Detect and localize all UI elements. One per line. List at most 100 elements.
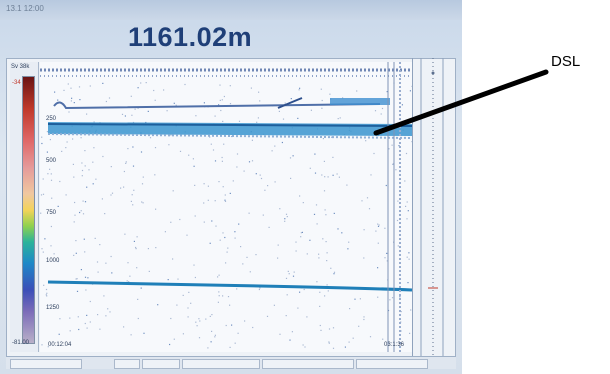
- noise-dot: [47, 346, 49, 348]
- noise-dot: [133, 240, 135, 242]
- noise-dot: [222, 186, 224, 188]
- noise-dot: [231, 135, 233, 138]
- noise-dot: [80, 137, 82, 139]
- noise-dot: [240, 246, 242, 248]
- noise-dot: [279, 208, 281, 210]
- noise-dot: [86, 327, 88, 329]
- noise-dot: [324, 295, 326, 297]
- seabed-echo: [47, 280, 412, 292]
- noise-dot: [320, 329, 322, 331]
- noise-dot: [66, 141, 68, 143]
- noise-dot: [44, 238, 46, 240]
- noise-dot: [169, 343, 171, 346]
- noise-dot: [304, 346, 306, 348]
- noise-dot: [79, 211, 81, 214]
- noise-dot: [298, 89, 300, 91]
- noise-dot: [58, 333, 60, 335]
- noise-dot: [234, 342, 236, 344]
- noise-dot: [354, 298, 356, 300]
- noise-dot: [237, 332, 239, 334]
- echogram-graphic: [40, 62, 412, 352]
- noise-dot: [93, 121, 95, 123]
- noise-dot: [243, 170, 245, 172]
- noise-dot: [404, 180, 406, 182]
- noise-dot: [84, 201, 87, 203]
- depth-tick-1250: 1250: [46, 305, 60, 311]
- noise-dot: [137, 317, 139, 320]
- noise-dot: [88, 169, 90, 171]
- noise-dot: [68, 111, 70, 113]
- noise-dot: [267, 185, 269, 187]
- noise-dot: [141, 183, 144, 185]
- noise-dot: [42, 178, 44, 180]
- noise-dot: [264, 189, 266, 191]
- noise-dot: [105, 262, 107, 264]
- noise-dot: [126, 280, 128, 282]
- noise-dot: [147, 110, 149, 112]
- noise-dot: [57, 99, 59, 101]
- noise-dot: [175, 104, 177, 106]
- noise-dot: [61, 150, 63, 152]
- noise-dot: [377, 267, 379, 269]
- noise-dot: [244, 320, 246, 322]
- noise-dot: [365, 140, 367, 142]
- noise-dot: [225, 262, 227, 264]
- dsl-core-line: [47, 123, 412, 127]
- noise-dot: [257, 117, 259, 119]
- noise-dot: [78, 86, 81, 88]
- noise-dot: [203, 102, 205, 104]
- noise-dot: [96, 261, 99, 263]
- noise-dot: [218, 295, 220, 297]
- noise-dot: [219, 239, 221, 241]
- noise-dot: [386, 252, 388, 254]
- noise-dot: [84, 251, 86, 253]
- noise-dot: [361, 200, 363, 202]
- noise-dot: [76, 290, 79, 292]
- noise-dot: [195, 321, 197, 323]
- noise-dot: [46, 292, 48, 294]
- noise-dot: [176, 304, 178, 306]
- noise-dot: [65, 147, 67, 149]
- upper-layer-spike: [277, 97, 303, 109]
- noise-dot: [173, 102, 175, 104]
- noise-dot: [72, 163, 74, 165]
- header-small-text: 13.1 12:00: [6, 4, 44, 13]
- noise-dot: [121, 113, 124, 115]
- noise-dot: [111, 192, 114, 194]
- noise-dot: [290, 177, 292, 179]
- noise-dot: [132, 146, 134, 148]
- noise-dot: [290, 98, 292, 100]
- noise-dot: [83, 238, 85, 240]
- depth-readout: 1161.02m: [128, 22, 253, 52]
- noise-dot: [211, 220, 213, 222]
- noise-dot: [292, 275, 295, 277]
- noise-dot: [229, 346, 231, 348]
- monitor-top-bar: 13.1 12:00: [0, 0, 462, 20]
- noise-dot: [330, 267, 332, 269]
- noise-dot: [95, 178, 97, 180]
- noise-dot: [227, 247, 229, 249]
- noise-dot: [211, 330, 213, 332]
- noise-dot: [102, 155, 104, 158]
- noise-dot: [227, 296, 230, 298]
- noise-dot: [333, 212, 335, 214]
- noise-dot: [84, 276, 87, 278]
- status-cell: [356, 359, 428, 369]
- noise-dot: [59, 180, 61, 183]
- noise-dot: [73, 102, 75, 104]
- noise-dot: [248, 212, 250, 214]
- noise-dot: [111, 272, 113, 274]
- noise-dot: [177, 278, 179, 280]
- noise-dot: [215, 225, 217, 227]
- noise-dot: [277, 257, 279, 259]
- noise-dot: [130, 95, 132, 97]
- noise-dot: [92, 161, 94, 163]
- time-label-left: 00:12:04: [48, 342, 72, 348]
- noise-dot: [75, 278, 77, 280]
- noise-dot: [302, 202, 304, 204]
- sv-colorbar: [22, 76, 35, 344]
- noise-dot: [49, 168, 51, 170]
- noise-dot: [223, 95, 225, 98]
- noise-dot: [46, 151, 48, 153]
- noise-dot: [40, 212, 42, 214]
